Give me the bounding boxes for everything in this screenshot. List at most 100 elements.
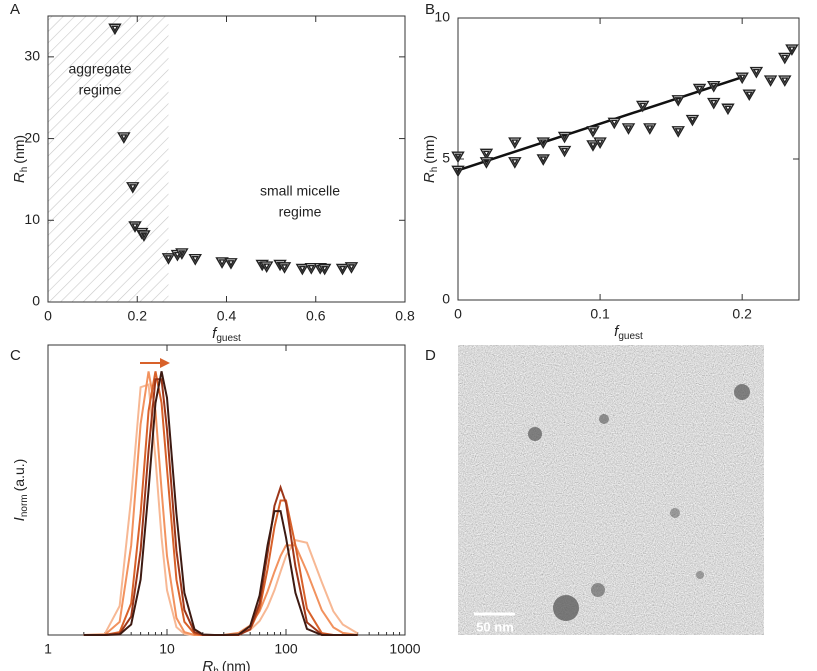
- data-point: [607, 117, 622, 130]
- y-tick-label: 20: [24, 129, 40, 145]
- data-point: [508, 157, 522, 169]
- x-tick-label: 10: [159, 641, 175, 657]
- x-tick-label: 1000: [389, 641, 420, 657]
- data-point: [188, 253, 202, 266]
- data-point: [215, 257, 229, 269]
- y-tick-label: 10: [434, 9, 450, 25]
- data-point: [536, 154, 550, 166]
- y-axis-label: Rh (nm): [421, 135, 440, 183]
- x-tick-label: 0: [44, 308, 52, 324]
- data-point: [557, 145, 572, 158]
- data-point: [671, 126, 685, 138]
- y-axis-label-sub: norm: [19, 494, 30, 517]
- data-point: [692, 83, 707, 96]
- x-axis-label-sub: h: [213, 666, 219, 671]
- data-point: [137, 230, 151, 242]
- data-point: [742, 89, 756, 102]
- x-tick-label: 0.1: [590, 306, 610, 322]
- y-axis-label-main: R: [421, 172, 438, 183]
- data-point: [586, 140, 600, 152]
- data-point: [451, 151, 465, 164]
- data-point: [536, 137, 550, 149]
- x-tick-label: 0: [454, 306, 462, 322]
- x-axis-label-sub: guest: [618, 331, 643, 342]
- data-point: [304, 262, 319, 275]
- micrograph-image: [458, 345, 764, 635]
- data-point: [317, 263, 332, 276]
- x-tick-label: 0.4: [217, 308, 237, 324]
- y-axis-label-unit: (nm): [11, 135, 27, 164]
- y-tick-label: 10: [24, 211, 40, 227]
- data-point: [126, 182, 140, 194]
- data-line: [83, 371, 358, 636]
- y-tick-label: 5: [442, 150, 450, 166]
- data-point: [128, 221, 142, 233]
- x-axis-label-sub: guest: [216, 333, 241, 344]
- plot-frame: [457, 17, 800, 301]
- data-point: [643, 123, 657, 135]
- data-point: [671, 95, 685, 107]
- annotation: regime: [79, 82, 122, 98]
- plot-frame: [47, 344, 406, 636]
- y-axis-label-sub: h: [19, 167, 30, 173]
- data-point: [621, 123, 636, 135]
- data-point: [479, 157, 494, 169]
- y-tick-label: 30: [24, 48, 40, 64]
- data-point: [593, 137, 607, 149]
- x-axis-label: fguest: [212, 325, 241, 344]
- data-point: [707, 80, 721, 93]
- data-point: [335, 263, 350, 276]
- data-point: [778, 52, 792, 65]
- data-point: [785, 44, 799, 56]
- panel-label: C: [10, 347, 21, 364]
- data-point: [479, 148, 494, 161]
- y-axis-label-main: I: [11, 517, 28, 521]
- data-point: [108, 23, 122, 36]
- data-point: [763, 75, 778, 87]
- x-tick-label: 100: [274, 641, 298, 657]
- annotation: small micelle: [260, 183, 340, 199]
- y-axis-label-main: R: [11, 172, 28, 183]
- data-point: [224, 258, 238, 270]
- data-point: [344, 262, 359, 274]
- micrograph: 50 nm: [458, 345, 764, 635]
- y-axis-label-unit: (a.u.): [11, 459, 27, 492]
- data-point: [685, 114, 700, 127]
- x-axis-label-unit: (nm): [222, 658, 251, 671]
- y-axis-label-sub: h: [429, 167, 440, 173]
- data-point: [259, 261, 274, 273]
- data-point: [749, 66, 764, 79]
- data-point: [175, 248, 189, 260]
- x-tick-label: 1: [44, 641, 52, 657]
- x-tick-label: 0.8: [395, 308, 415, 324]
- shift-arrow: [140, 358, 170, 368]
- y-axis-label-unit: (nm): [421, 135, 437, 164]
- x-axis-label-main: f: [212, 325, 218, 342]
- data-point: [451, 165, 465, 178]
- data-point: [277, 262, 292, 274]
- data-point: [707, 97, 721, 110]
- y-axis-label: Rh (nm): [11, 135, 30, 183]
- x-axis-label: Rh(nm): [202, 658, 250, 671]
- panel-label: A: [10, 1, 20, 18]
- panel-label: B: [425, 1, 435, 18]
- data-point: [778, 75, 792, 87]
- y-tick-label: 0: [442, 291, 450, 307]
- x-axis-label-main: f: [614, 323, 620, 340]
- shaded-region: [48, 16, 169, 302]
- data-point: [508, 137, 522, 149]
- x-axis-label-main: R: [202, 658, 213, 671]
- x-tick-label: 0.2: [732, 306, 752, 322]
- data-point: [295, 263, 310, 276]
- annotation: aggregate: [68, 61, 131, 77]
- data-point: [721, 103, 735, 116]
- data-line: [83, 371, 358, 636]
- data-point: [117, 132, 131, 144]
- x-tick-label: 0.2: [128, 308, 148, 324]
- data-point: [161, 253, 176, 265]
- annotation: regime: [279, 204, 322, 220]
- x-axis-label: fguest: [614, 323, 643, 342]
- data-point: [635, 100, 650, 113]
